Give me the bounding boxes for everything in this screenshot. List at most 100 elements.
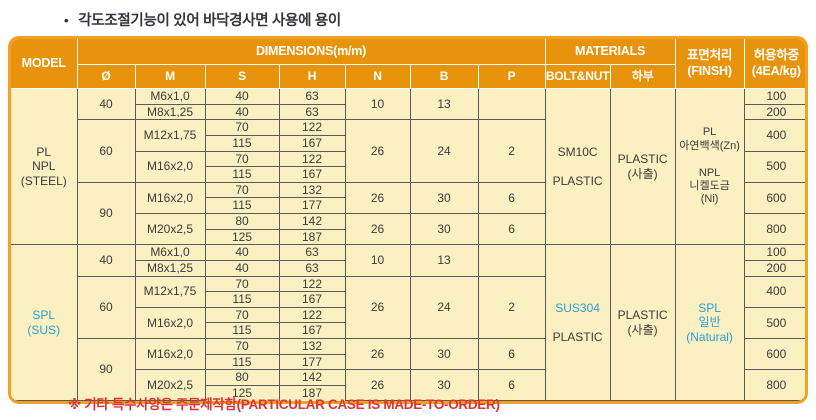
table-row: M8x1,25 40 63 200 — [11, 103, 805, 121]
table-cell: 70 — [204, 150, 280, 168]
table-cell: 115 — [205, 353, 280, 371]
table-cell: 70 — [204, 181, 280, 199]
header-s: S — [204, 64, 280, 89]
header-materials: MATERIALS — [544, 39, 676, 65]
table-cell: 40 — [204, 88, 280, 105]
model-spl: SPL (SUS) — [11, 244, 78, 401]
lower-part-spl: PLASTIC (사출) — [609, 244, 676, 401]
table-cell: M16x2,0 — [134, 181, 206, 215]
table-cell: 63 — [278, 88, 346, 105]
table-cell: 122 — [278, 119, 346, 136]
table-row: 115 177 — [11, 353, 805, 371]
header-lower-part: 하부 — [609, 64, 676, 89]
table-cell: 600 — [743, 181, 805, 215]
model-pl: PL NPL (STEEL) — [11, 87, 78, 246]
table-cell: 13 — [409, 244, 479, 277]
table-cell: 30 — [409, 369, 479, 401]
table-row: PL NPL (STEEL) 40 M6x1,0 40 63 10 13 SM10C PLAST… — [11, 87, 805, 246]
feature-bullet-text: 각도조절기능이 있어 바닥경사면 사용에 용이 — [78, 13, 341, 29]
table-cell: 6 — [477, 369, 546, 401]
bullet-icon: • — [64, 13, 69, 28]
feature-bullet-note: • 각도조절기능이 있어 바닥경사면 사용에 용이 — [64, 9, 341, 30]
table-cell: 2 — [477, 275, 546, 339]
table-cell: 187 — [278, 384, 345, 401]
header-model: MODEL — [11, 39, 78, 89]
table-cell: 40 — [204, 103, 280, 121]
table-row: M20x2,5 80 142 26 30 6 800 — [11, 369, 805, 401]
table-cell: 40 — [76, 87, 136, 121]
table-cell: 70 — [204, 275, 280, 293]
table-cell: 24 — [409, 275, 479, 339]
table-cell: 400 — [743, 275, 805, 308]
header-n: N — [344, 64, 411, 89]
table-cell: 26 — [344, 181, 411, 215]
table-cell: 200 — [743, 259, 805, 277]
table-cell: 26 — [344, 119, 411, 183]
table-cell: M16x2,0 — [135, 306, 206, 340]
table-cell: 40 — [204, 244, 280, 261]
table-cell: 142 — [278, 213, 346, 230]
spec-table: MODEL DIMENSIONS(m/m) MATERIALS 표면처리 (FINSH)… — [11, 39, 805, 401]
table-cell: 167 — [278, 134, 345, 152]
table-cell: 63 — [278, 244, 346, 261]
table-cell: 115 — [205, 197, 280, 214]
table-cell: 90 — [77, 181, 136, 246]
table-cell: M8x1,25 — [135, 103, 206, 121]
bolt-nut-spl: SUS304 PLASTIC — [544, 244, 611, 401]
table-cell: M20x2,5 — [135, 369, 206, 401]
table-cell: M16x2,0 — [134, 337, 206, 371]
made-to-order-note: ※ 기타 특수사양은 주문제작함(PARTICULAR CASE IS MADE… — [68, 397, 500, 412]
table-cell: M12x1,75 — [134, 119, 206, 152]
table-cell: 187 — [278, 228, 345, 246]
table-cell: M20x2,5 — [135, 212, 206, 246]
spec-table-header: MODEL DIMENSIONS(m/m) MATERIALS 표면처리 (FINSH)… — [11, 39, 805, 89]
table-row: M16x2,0 70 122 500 — [11, 150, 805, 183]
table-cell: 122 — [278, 150, 346, 168]
table-cell: 60 — [77, 119, 136, 183]
table-cell: 132 — [278, 181, 346, 199]
header-dimensions: DIMENSIONS(m/m) — [76, 39, 546, 65]
header-p: P — [477, 64, 546, 89]
table-cell: 6 — [477, 212, 546, 246]
spec-table-container: MODEL DIMENSIONS(m/m) MATERIALS 표면처리 (FINSH)… — [8, 36, 808, 404]
table-cell: 13 — [409, 87, 479, 121]
table-cell: 125 — [205, 228, 280, 246]
table-cell: 500 — [743, 150, 805, 183]
header-m: M — [134, 64, 206, 89]
table-cell: 40 — [76, 244, 136, 277]
table-cell: 2 — [477, 119, 546, 183]
table-cell: 90 — [77, 338, 136, 401]
table-cell: 177 — [278, 353, 345, 371]
table-cell: M6x1,0 — [134, 244, 206, 261]
table-cell: 167 — [278, 291, 345, 308]
table-cell: 26 — [344, 337, 411, 371]
table-row: 90 M16x2,0 70 132 26 30 6 600 — [11, 181, 805, 246]
table-row: SPL (SUS) 40 M6x1,0 40 63 10 13 SUS304 PLASTIC P… — [11, 244, 805, 401]
table-cell: 63 — [278, 103, 346, 121]
header-diameter: Ø — [77, 64, 136, 89]
table-cell: M12x1,75 — [134, 275, 206, 308]
table-cell: 40 — [204, 259, 280, 277]
header-bolt-nut: BOLT&NUT — [544, 64, 611, 89]
bolt-nut-pl: SM10C PLASTIC — [544, 87, 611, 246]
spec-table-body: PL NPL (STEEL) 40 M6x1,0 40 63 10 13 SM10C PLAST… — [11, 87, 805, 401]
table-cell: 200 — [743, 103, 805, 121]
table-cell: 70 — [204, 119, 280, 136]
table-cell: 167 — [278, 166, 345, 183]
table-cell — [477, 244, 546, 277]
table-cell: 26 — [344, 212, 411, 246]
table-cell: M8x1,25 — [135, 259, 206, 277]
table-cell: 122 — [278, 306, 346, 324]
header-h: H — [278, 64, 346, 89]
table-cell: 142 — [278, 369, 346, 386]
table-row: 125 187 — [11, 228, 805, 246]
table-cell: 80 — [204, 369, 280, 386]
table-cell: 6 — [477, 181, 546, 215]
table-cell: 30 — [409, 212, 479, 246]
table-row: 60 M12x1,75 70 122 26 24 2 400 — [11, 119, 805, 183]
finish-pl: PL 아연백색(Zn) NPL 니켈도금 (Ni) — [674, 87, 745, 246]
table-cell: 167 — [278, 322, 345, 339]
finish-spl: SPL 일반 (Natural) — [674, 244, 745, 401]
table-cell: 500 — [743, 306, 805, 340]
table-cell: 800 — [743, 369, 805, 401]
